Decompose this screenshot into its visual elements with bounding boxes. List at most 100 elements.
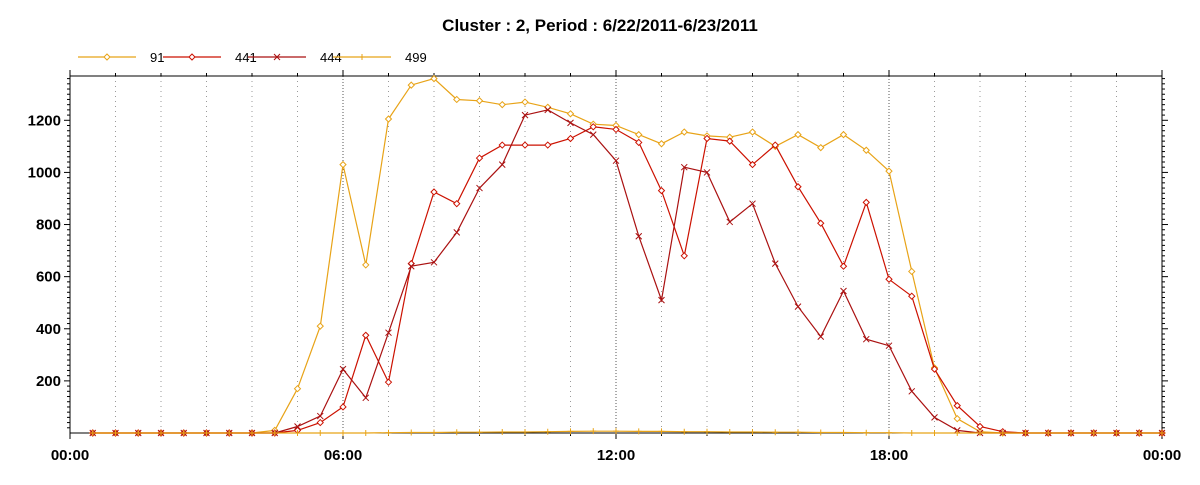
data-point — [771, 260, 779, 267]
series-499 — [89, 428, 1165, 436]
legend: 91 441 444 499 — [78, 50, 427, 65]
chart-title: Cluster : 2, Period : 6/22/2011-6/23/201… — [442, 16, 758, 35]
data-point — [748, 128, 757, 136]
y-axis: 200 400 600 800 1000 1200 — [28, 78, 1168, 429]
data-point — [522, 428, 528, 435]
data-point — [908, 267, 916, 276]
legend-label: 441 — [235, 50, 257, 65]
data-point — [499, 428, 506, 435]
legend-item: 499 — [333, 50, 427, 65]
data-point — [339, 365, 347, 373]
grid — [115, 76, 1117, 433]
data-point — [1045, 430, 1052, 436]
data-point — [976, 422, 984, 431]
data-point — [748, 160, 757, 169]
data-point — [749, 428, 756, 435]
data-point — [385, 329, 392, 337]
data-point — [1068, 430, 1074, 436]
data-point — [158, 430, 164, 436]
data-point — [475, 154, 484, 162]
y-tick-label: 400 — [36, 321, 61, 338]
data-point — [521, 141, 529, 149]
data-point — [817, 429, 824, 436]
data-point — [453, 95, 461, 104]
series-line — [92, 126, 1162, 434]
data-point — [453, 199, 461, 208]
data-point — [908, 292, 916, 300]
x-tick-label: 12:00 — [597, 447, 635, 464]
series-layer — [89, 74, 1166, 437]
data-point — [817, 143, 825, 152]
data-point — [772, 429, 779, 436]
x-tick-label: 00:00 — [51, 447, 89, 464]
data-point — [953, 414, 961, 423]
data-point — [840, 287, 847, 295]
data-point — [316, 322, 324, 330]
legend-item: 441 — [163, 50, 257, 65]
legend-label: 499 — [405, 50, 427, 65]
series-line — [92, 430, 1162, 434]
series-line — [92, 77, 1162, 434]
data-point — [703, 134, 711, 143]
data-point — [885, 275, 893, 283]
y-tick-label: 800 — [36, 217, 61, 234]
data-point — [726, 137, 734, 145]
data-point — [658, 296, 665, 304]
data-point — [271, 430, 278, 436]
data-point — [1113, 430, 1120, 436]
series-441 — [89, 123, 1166, 437]
data-point — [359, 54, 365, 60]
data-point — [839, 262, 848, 270]
x-tick-label: 18:00 — [870, 447, 908, 464]
y-tick-label: 600 — [36, 269, 61, 286]
data-point — [681, 428, 688, 435]
data-point — [180, 430, 187, 436]
legend-item: 91 — [78, 50, 164, 65]
data-point — [475, 97, 484, 105]
data-point — [226, 430, 233, 436]
data-point — [635, 138, 643, 147]
data-point — [294, 430, 301, 436]
data-point — [862, 198, 870, 207]
data-point — [635, 232, 643, 240]
data-point — [680, 163, 688, 171]
data-point — [566, 134, 575, 143]
data-point — [384, 115, 393, 123]
data-point — [1136, 430, 1143, 436]
data-point — [316, 418, 324, 427]
data-point — [431, 429, 437, 436]
data-point — [476, 184, 483, 192]
data-point — [567, 119, 574, 127]
data-point — [613, 428, 619, 435]
data-point — [612, 125, 620, 134]
data-point — [886, 429, 892, 436]
data-point — [680, 128, 688, 136]
data-point — [931, 414, 938, 421]
data-point — [430, 258, 438, 266]
data-point — [726, 218, 734, 226]
data-point — [589, 123, 597, 131]
data-point — [1159, 430, 1165, 436]
data-point — [590, 428, 597, 435]
data-point — [498, 161, 506, 168]
data-point — [316, 412, 324, 420]
data-point — [658, 428, 665, 435]
data-point — [294, 423, 301, 430]
data-point — [544, 141, 552, 149]
data-point — [908, 387, 916, 395]
legend-label: 91 — [150, 50, 164, 65]
data-point — [544, 106, 552, 114]
data-point — [339, 160, 347, 169]
series-444 — [89, 106, 1166, 437]
y-tick-label: 1000 — [28, 164, 61, 181]
series-line — [92, 109, 1162, 434]
data-point — [908, 430, 915, 436]
data-point — [112, 430, 119, 436]
data-point — [340, 430, 346, 436]
data-point — [726, 428, 733, 435]
data-point — [954, 430, 961, 436]
data-point — [885, 342, 893, 350]
legend-label: 444 — [320, 50, 342, 65]
data-point — [407, 262, 415, 270]
